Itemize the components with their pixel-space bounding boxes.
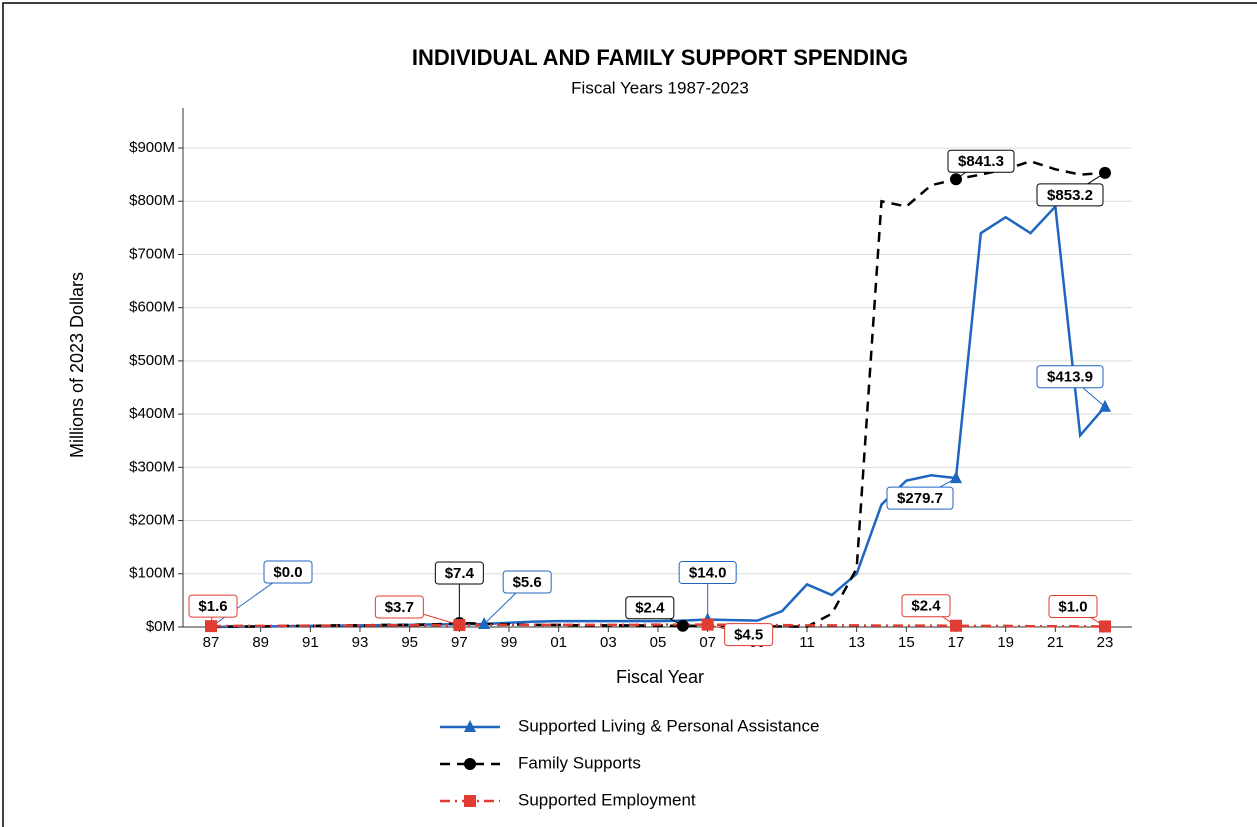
- x-tick-label: 95: [401, 634, 418, 651]
- x-tick-label: 19: [997, 634, 1014, 651]
- marker: [950, 173, 962, 186]
- data-label: $853.2: [1047, 187, 1093, 204]
- marker: [676, 619, 689, 632]
- data-label: $1.0: [1058, 598, 1087, 615]
- data-label: $14.0: [689, 565, 727, 582]
- y-axis-label: Millions of 2023 Dollars: [67, 272, 87, 458]
- data-label: $5.6: [513, 574, 542, 591]
- label-box: [502, 570, 552, 594]
- x-tick-label: 11: [799, 634, 815, 651]
- chart-subtitle: Fiscal Years 1987-2023: [571, 78, 749, 97]
- y-tick-label: $200M: [129, 512, 175, 529]
- series-line: [210, 203, 1106, 629]
- marker: [701, 618, 714, 631]
- marker: [464, 758, 476, 770]
- label-box: [947, 149, 1015, 173]
- marker: [950, 619, 962, 632]
- data-label: $413.9: [1047, 369, 1093, 386]
- marker: [453, 619, 466, 632]
- data-label: $841.3: [958, 153, 1004, 170]
- data-label: $279.7: [897, 490, 943, 507]
- y-tick-label: $700M: [129, 245, 175, 262]
- y-tick-label: $0M: [146, 618, 175, 635]
- y-tick-label: $100M: [129, 565, 175, 582]
- marker: [950, 471, 962, 484]
- data-label: $0.0: [273, 564, 302, 581]
- y-tick-label: $600M: [129, 299, 175, 316]
- x-tick-label: 05: [650, 634, 667, 651]
- x-tick-label: 15: [898, 634, 915, 651]
- data-label: $2.4: [911, 598, 941, 615]
- marker: [205, 620, 217, 633]
- x-tick-label: 07: [699, 634, 716, 651]
- label-box: [188, 594, 238, 618]
- data-label: $1.6: [198, 598, 227, 615]
- x-tick-label: 97: [451, 634, 468, 651]
- y-tick-label: $500M: [129, 352, 175, 369]
- y-tick-label: $800M: [129, 192, 175, 209]
- marker: [1099, 166, 1111, 179]
- marker: [1099, 620, 1111, 633]
- x-axis-label: Fiscal Year: [616, 667, 704, 687]
- x-tick-label: 17: [948, 634, 965, 651]
- label-box: [1036, 183, 1104, 207]
- legend-label: Family Supports: [518, 753, 641, 772]
- label-box: [1036, 365, 1104, 389]
- label-box: [724, 623, 774, 647]
- label-box: [374, 595, 424, 619]
- series-line: [210, 623, 1106, 628]
- label-box: [1048, 594, 1098, 618]
- x-tick-label: 87: [203, 634, 220, 651]
- x-tick-label: 13: [848, 634, 865, 651]
- legend-label: Supported Living & Personal Assistance: [518, 716, 819, 735]
- x-tick-label: 93: [352, 634, 369, 651]
- marker: [464, 720, 476, 732]
- chart-title: INDIVIDUAL AND FAMILY SUPPORT SPENDING: [412, 45, 908, 70]
- series-line: [211, 159, 1106, 628]
- y-tick-label: $900M: [129, 139, 175, 156]
- y-tick-label: $400M: [129, 405, 175, 422]
- marker: [464, 795, 476, 807]
- data-label: $3.7: [385, 599, 414, 616]
- label-box: [901, 594, 951, 618]
- label-box: [625, 596, 675, 620]
- x-tick-label: 89: [252, 634, 269, 651]
- x-tick-label: 23: [1097, 634, 1114, 651]
- data-label: $7.4: [445, 565, 475, 582]
- x-tick-label: 99: [501, 634, 518, 651]
- legend-label: Supported Employment: [518, 790, 696, 809]
- marker: [478, 617, 491, 630]
- y-tick-label: $300M: [129, 458, 175, 475]
- x-tick-label: 01: [550, 634, 567, 651]
- label-box: [434, 561, 484, 585]
- marker: [1099, 399, 1111, 412]
- x-tick-label: 03: [600, 634, 617, 651]
- label-box: [886, 486, 954, 510]
- x-tick-label: 91: [302, 634, 319, 651]
- data-label: $4.5: [734, 627, 763, 644]
- data-label: $2.4: [635, 600, 665, 617]
- label-box: [263, 560, 313, 584]
- x-tick-label: 21: [1047, 634, 1064, 651]
- label-box: [678, 561, 737, 585]
